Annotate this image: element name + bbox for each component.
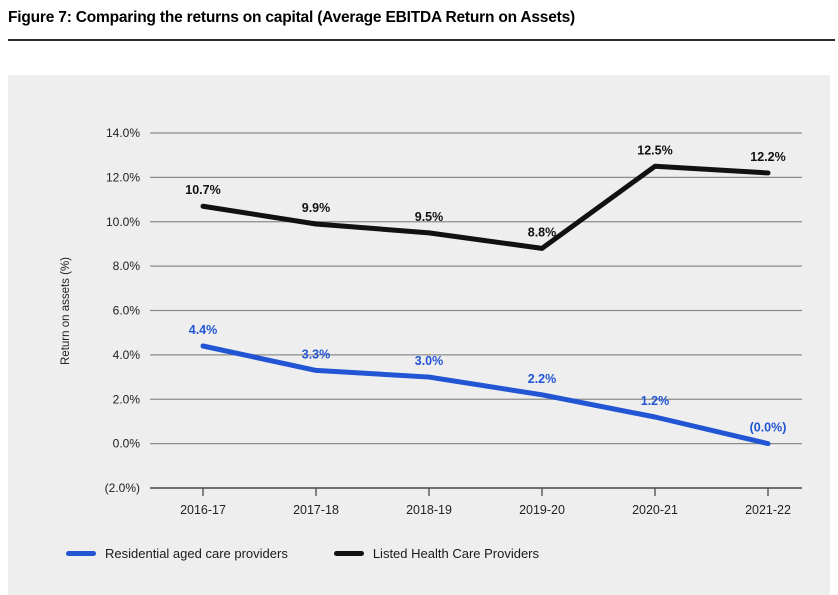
- y-tick-label: 12.0%: [106, 170, 140, 184]
- legend-item-listed: Listed Health Care Providers: [333, 546, 540, 561]
- y-tick-label: 14.0%: [106, 126, 140, 140]
- y-axis-title: Return on assets (%): [60, 256, 72, 366]
- y-tick-label: 10.0%: [106, 215, 140, 229]
- series-line-1: [200, 163, 771, 251]
- listed-series-swatch: [333, 551, 364, 556]
- data-label: 10.7%: [185, 183, 220, 197]
- y-tick-label: 0.0%: [113, 437, 141, 451]
- x-tick-label: 2020-21: [632, 503, 678, 517]
- y-tick-label: 8.0%: [113, 259, 141, 273]
- legend-label-listed: Listed Health Care Providers: [372, 546, 540, 561]
- data-label: (0.0%): [750, 421, 787, 435]
- series-line-0: [200, 343, 771, 447]
- x-tick-label: 2021-22: [745, 503, 791, 517]
- title-rule: [8, 39, 835, 41]
- data-label: 4.4%: [189, 323, 218, 337]
- x-tick-label: 2016-17: [180, 503, 226, 517]
- data-label: 8.8%: [528, 225, 557, 239]
- chart-legend: Residential aged care providers Listed H…: [66, 546, 539, 561]
- y-tick-label: 4.0%: [113, 348, 141, 362]
- chart-panel: (2.0%) 0.0% 2.0% 4.0% 6.0% 8.0% 10.0% 12.0% 14.0…: [8, 75, 830, 595]
- residential-series-swatch: [66, 551, 96, 556]
- y-tick-label: 6.0%: [113, 304, 141, 318]
- data-label: 12.2%: [750, 150, 785, 164]
- data-label: 3.0%: [415, 354, 444, 368]
- y-tick-label: 2.0%: [113, 392, 141, 406]
- x-tick-label: 2017-18: [293, 503, 339, 517]
- data-label: 3.3%: [302, 347, 331, 361]
- legend-item-residential: Residential aged care providers: [66, 546, 288, 561]
- data-label: 1.2%: [641, 394, 670, 408]
- data-label: 9.5%: [415, 210, 444, 224]
- figure-title: Figure 7: Comparing the returns on capit…: [8, 9, 575, 26]
- data-label: 9.9%: [302, 201, 331, 215]
- data-label: 2.2%: [528, 372, 557, 386]
- y-tick-label: (2.0%): [105, 481, 140, 495]
- x-tick-label: 2019-20: [519, 503, 565, 517]
- line-chart: (2.0%) 0.0% 2.0% 4.0% 6.0% 8.0% 10.0% 12.0% 14.0…: [105, 126, 802, 517]
- data-label: 12.5%: [637, 143, 672, 157]
- legend-label-residential: Residential aged care providers: [105, 546, 288, 561]
- x-tick-label: 2018-19: [406, 503, 452, 517]
